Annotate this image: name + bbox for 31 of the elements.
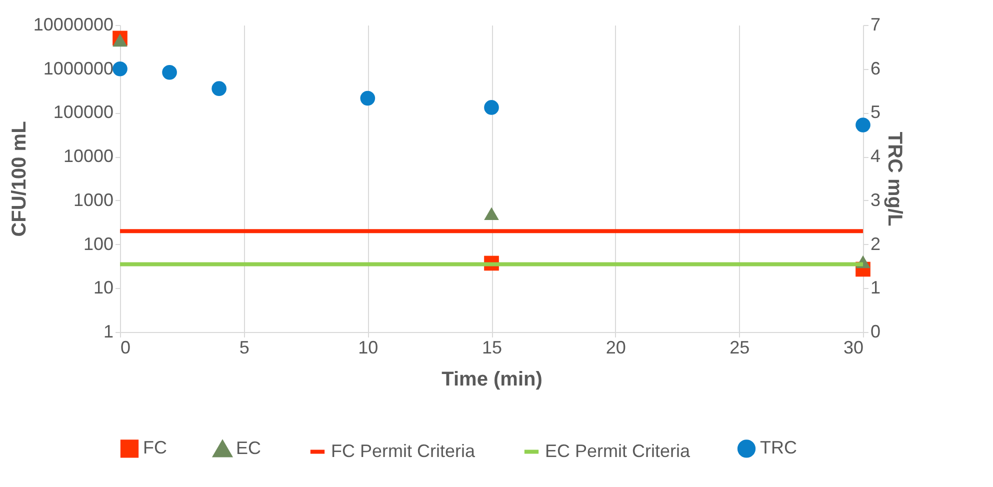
x-tick-label: 30 [843,338,864,358]
x-tick-label: 20 [606,338,626,358]
y2-tick-label: 0 [870,322,881,342]
x-tick-label: 0 [120,338,131,358]
x-tick-label: 15 [482,338,502,358]
y2-tick-label: 1 [870,278,881,298]
y-tick-label: 10000 [63,146,114,166]
y-tick-label: 1 [103,322,114,342]
y2-tick-label: 7 [870,14,881,34]
y-tick-label: 1000000 [43,58,114,78]
y2-tick-label: 4 [870,146,881,166]
y-axis-title: CFU/100 mL [8,121,30,237]
y2-axis-title: TRC mg/L [884,132,906,226]
legend-label: EC [236,438,262,458]
y-tick-label: 10 [93,278,114,298]
y2-tick-label: 6 [870,58,881,78]
y-tick-label: 1000 [73,190,114,210]
legend-label: EC Permit Criteria [545,440,692,461]
y2-tick-label: 3 [870,190,881,210]
y-tick-label: 100 [83,234,114,254]
legend-label: FC Permit Criteria [331,440,476,461]
x-axis-title: Time (min) [442,368,542,390]
x-tick-label: 5 [239,338,250,358]
y-tick-label: 100000 [53,102,114,122]
legend-label: FC [143,438,167,458]
x-tick-label: 25 [730,338,750,358]
y2-tick-label: 2 [870,234,881,254]
x-tick-label: 10 [358,338,378,358]
y2-tick-label: 5 [870,102,881,122]
y-tick-label: 10000000 [33,14,114,34]
legend-label: TRC [760,438,797,458]
